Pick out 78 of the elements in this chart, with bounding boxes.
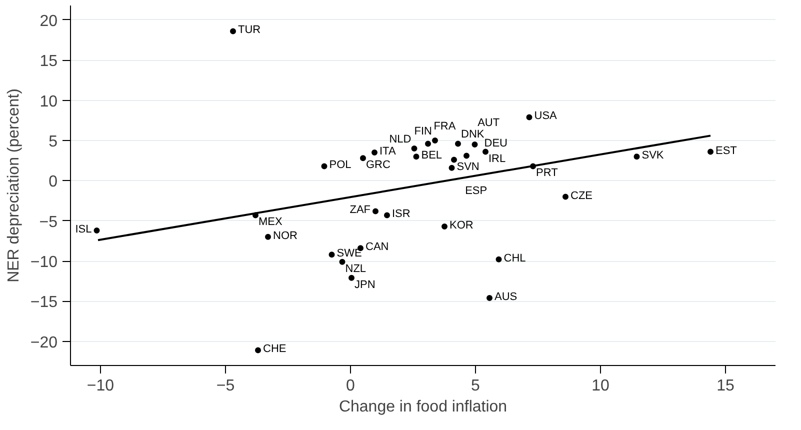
y-tick-label: −5 bbox=[39, 214, 58, 231]
annotation: CHL bbox=[504, 252, 526, 264]
point bbox=[455, 140, 461, 147]
x-tick-label: 10 bbox=[592, 378, 610, 394]
annotation: SWE bbox=[336, 248, 362, 260]
point bbox=[486, 295, 492, 301]
point bbox=[451, 156, 457, 163]
point bbox=[94, 228, 100, 234]
annotation: NZL bbox=[345, 262, 366, 275]
annotation: DEU bbox=[484, 138, 508, 150]
point bbox=[562, 194, 568, 200]
x-axis-title: Change in food inflation bbox=[338, 398, 508, 416]
annotation: CZE bbox=[570, 190, 592, 202]
y-tick-label: 0 bbox=[48, 174, 58, 191]
point bbox=[348, 274, 354, 281]
y-tick-label: 5 bbox=[48, 134, 58, 150]
annotation: KOR bbox=[450, 219, 474, 232]
annotation: GRC bbox=[366, 159, 390, 172]
annotation: JPN bbox=[354, 278, 376, 291]
annotation: ISL bbox=[75, 224, 92, 236]
point bbox=[255, 347, 261, 354]
annotation: NOR bbox=[273, 230, 298, 242]
y-tick-label: 10 bbox=[40, 93, 58, 110]
annotation: ISR bbox=[392, 208, 410, 220]
annotation: AUT bbox=[478, 116, 500, 129]
point bbox=[372, 150, 378, 156]
point bbox=[464, 152, 470, 159]
annotation: NLD bbox=[389, 134, 412, 146]
x-tick-label: −10 bbox=[86, 378, 114, 394]
point bbox=[230, 28, 236, 34]
x-tick-label: 0 bbox=[346, 378, 356, 394]
annotation: ITA bbox=[380, 146, 396, 158]
annotation: POL bbox=[329, 159, 352, 172]
point bbox=[496, 256, 502, 262]
y-tick-label: −20 bbox=[30, 334, 58, 352]
y-axis-title: NER depreciation (percent) bbox=[5, 88, 22, 282]
annotation: CHE bbox=[263, 343, 286, 356]
annotation: IRL bbox=[488, 152, 506, 165]
x-tick-label: 15 bbox=[716, 378, 734, 394]
y-tick-label: −10 bbox=[30, 254, 58, 272]
point bbox=[413, 154, 420, 160]
point bbox=[265, 234, 271, 240]
y-tick-label: 15 bbox=[40, 53, 58, 70]
point bbox=[482, 148, 488, 155]
y-tick-label: 20 bbox=[40, 12, 58, 30]
point bbox=[448, 164, 455, 171]
annotation: BEL bbox=[421, 150, 442, 162]
point bbox=[384, 212, 390, 218]
point bbox=[634, 154, 640, 160]
annotation: CAN bbox=[366, 241, 389, 254]
annotation: TUR bbox=[238, 24, 261, 36]
point bbox=[328, 252, 335, 258]
point bbox=[442, 223, 448, 230]
point bbox=[360, 155, 366, 162]
point bbox=[321, 163, 328, 170]
annotation: EST bbox=[716, 144, 738, 157]
point bbox=[472, 142, 478, 148]
point bbox=[339, 258, 346, 265]
annotation: FIN bbox=[414, 126, 432, 138]
x-tick-label: −5 bbox=[216, 378, 235, 394]
annotation: SVK bbox=[642, 150, 664, 162]
x-tick-label: 5 bbox=[471, 378, 480, 394]
point bbox=[432, 138, 438, 144]
point bbox=[411, 146, 418, 152]
point bbox=[372, 208, 378, 214]
annotation: USA bbox=[534, 110, 558, 122]
annotation: ZAF bbox=[350, 204, 371, 216]
point bbox=[708, 148, 714, 155]
annotation: MEX bbox=[258, 216, 283, 228]
annotation: SVN bbox=[456, 160, 480, 173]
point bbox=[526, 114, 532, 120]
y-tick-label: −15 bbox=[30, 294, 58, 312]
annotation: ESP bbox=[465, 184, 488, 197]
annotation: DNK bbox=[461, 128, 485, 141]
point bbox=[425, 140, 431, 147]
annotation: AUS bbox=[494, 291, 518, 303]
annotation: PRT bbox=[536, 167, 558, 180]
annotation: FRA bbox=[434, 120, 456, 133]
